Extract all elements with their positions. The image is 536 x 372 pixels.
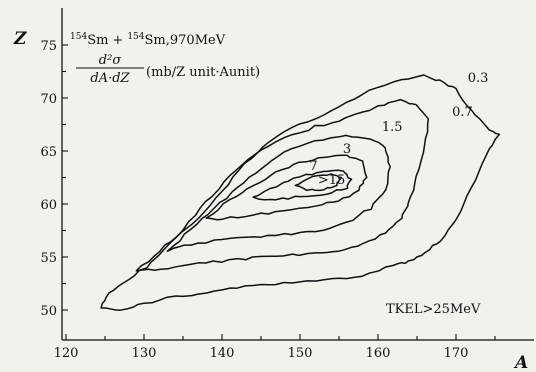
reaction-energy: ,970MeV: [166, 33, 226, 48]
contour-4: [205, 154, 368, 221]
reaction-plus: +: [112, 33, 123, 48]
x-axis-label: A: [513, 353, 528, 372]
reaction-element-1: Sm: [87, 33, 108, 48]
contour-level-label-4: 3: [343, 142, 351, 157]
contour-6: [294, 173, 343, 192]
reaction-mass-1: 154: [70, 32, 87, 42]
svg-text:154Sm+154Sm,970MeV: 154Sm +154Sm,970MeV: [70, 32, 226, 48]
quantity-unit: (mb/Z unit·Aunit): [146, 65, 260, 80]
contour-lines: [100, 74, 501, 311]
contour-level-label-1: 0.3: [468, 71, 489, 86]
contour-1: [100, 74, 501, 311]
reaction-annotation: 154Sm +154Sm,970MeV: [70, 32, 226, 48]
x-tick-label-160: 160: [366, 346, 391, 361]
x-tick-label-150: 150: [288, 346, 313, 361]
quantity-annotation: d²σ dA·dZ (mb/Z unit·Aunit): [76, 53, 260, 86]
x-ticks: 120 130 140 150 160 170: [54, 334, 496, 361]
x-tick-label-140: 140: [210, 346, 235, 361]
quantity-numerator: d²σ: [99, 53, 123, 68]
level-labels: 0.3 0.7 1.5 3 7>15: [309, 71, 488, 188]
x-tick-label-170: 170: [444, 346, 469, 361]
tkel-cut-label: TKEL>25MeV: [386, 302, 481, 317]
contour-5: [252, 169, 353, 201]
y-axis-label: Z: [13, 29, 27, 49]
x-tick-label-120: 120: [54, 346, 79, 361]
contour-level-label-2: 0.7: [452, 105, 473, 120]
contour-level-label-5: 7: [309, 159, 317, 174]
contour-level-label-3: 1.5: [382, 120, 403, 135]
y-tick-label-55: 55: [40, 251, 57, 266]
reaction-element-2: Sm: [145, 33, 166, 48]
axes: [61, 8, 534, 341]
y-tick-label-65: 65: [40, 145, 57, 160]
y-ticks: 50 55 60 65 70 75: [40, 39, 68, 319]
contour-2: [135, 98, 430, 272]
contour-level-label-6: >15: [318, 173, 345, 188]
y-tick-label-70: 70: [40, 92, 57, 107]
reaction-mass-2: 154: [127, 32, 144, 42]
contour-3: [166, 134, 391, 252]
y-tick-label-60: 60: [40, 198, 57, 213]
quantity-denominator: dA·dZ: [90, 71, 130, 86]
y-tick-label-50: 50: [40, 304, 57, 319]
x-tick-label-130: 130: [132, 346, 157, 361]
y-tick-label-75: 75: [40, 39, 57, 54]
